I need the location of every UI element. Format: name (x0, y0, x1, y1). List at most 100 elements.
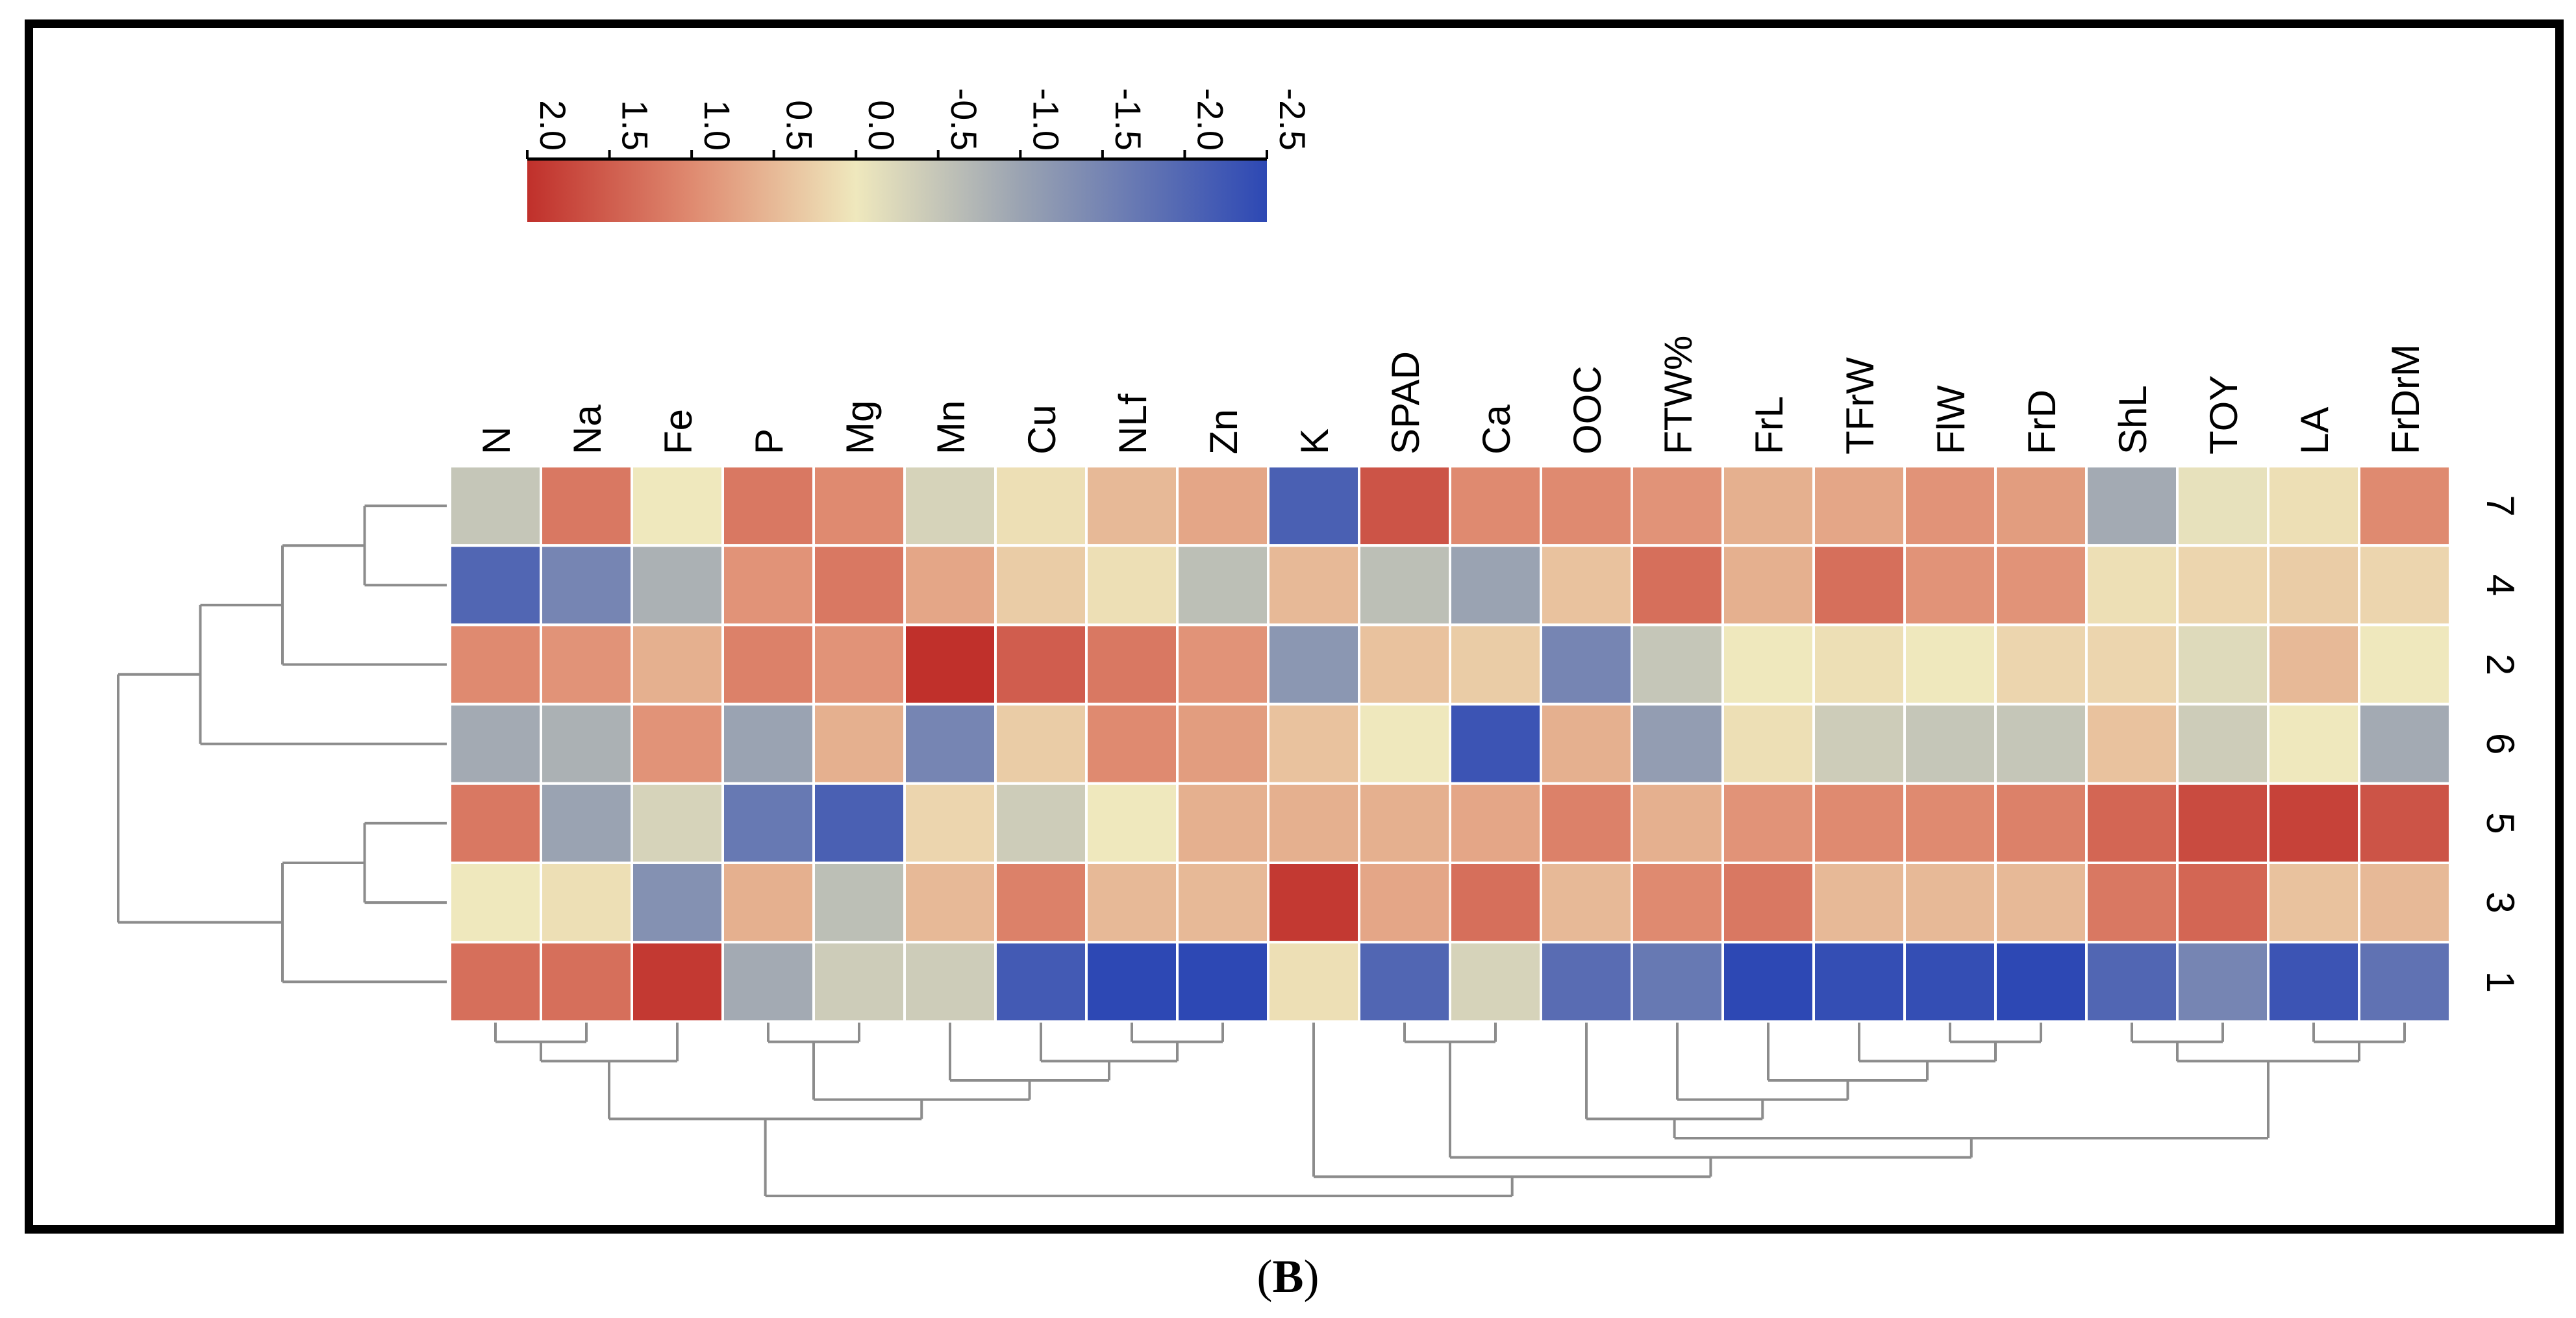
column-label: FrL (1747, 396, 1791, 454)
row-label: 2 (2479, 654, 2522, 675)
heatmap-cell-5-Mn (903, 782, 997, 865)
heatmap-cell-7-SPAD (1358, 465, 1451, 547)
column-label: Mn (929, 401, 973, 454)
heatmap-cell-2-Na (540, 623, 633, 706)
heatmap-cell-7-NLf (1085, 465, 1179, 547)
heatmap-cell-1-FlW (1903, 941, 1997, 1023)
heatmap-cell-5-Na (540, 782, 633, 865)
heatmap-cell-3-OOC (1540, 862, 1633, 944)
heatmap-cell-2-Mn (903, 623, 997, 706)
heatmap-cell-3-Zn (1176, 862, 1269, 944)
heatmap-cell-6-FlW (1903, 703, 1997, 785)
heatmap-cell-3-LA (2267, 862, 2360, 944)
heatmap-cell-5-TFrW (1812, 782, 1906, 865)
heatmap-cell-6-P (721, 703, 815, 785)
heatmap-cell-6-Fe (631, 703, 724, 785)
heatmap-cell-7-Mg (812, 465, 906, 547)
row-label: 6 (2479, 733, 2522, 754)
heatmap-cell-2-FlW (1903, 623, 1997, 706)
column-label: LA (2293, 407, 2336, 454)
column-label: K (1293, 429, 1336, 454)
heatmap-cell-3-Mg (812, 862, 906, 944)
column-label: NLf (1111, 393, 1155, 454)
heatmap-cell-3-TOY (2176, 862, 2270, 944)
heatmap-cell-4-TFrW (1812, 544, 1906, 627)
heatmap-cell-1-FrL (1721, 941, 1815, 1023)
heatmap-cell-2-FrD (1994, 623, 2088, 706)
heatmap-cell-7-Mn (903, 465, 997, 547)
heatmap-cell-4-Fe (631, 544, 724, 627)
color-scale-tick-label: -1.0 (1025, 88, 1066, 151)
heatmap-cell-3-FlW (1903, 862, 1997, 944)
color-scale-tick-label: -2.5 (1272, 88, 1313, 151)
heatmap-cell-7-FrL (1721, 465, 1815, 547)
heatmap-cell-1-NLf (1085, 941, 1179, 1023)
heatmap-cell-5-N (449, 782, 542, 865)
heatmap-cell-6-Zn (1176, 703, 1269, 785)
heatmap-cell-3-Ca (1449, 862, 1542, 944)
row-label: 1 (2479, 971, 2522, 993)
heatmap-cell-2-Fe (631, 623, 724, 706)
heatmap-cell-4-TOY (2176, 544, 2270, 627)
heatmap-cell-5-OOC (1540, 782, 1633, 865)
heatmap-cell-5-Cu (994, 782, 1088, 865)
heatmap-cell-3-Mn (903, 862, 997, 944)
heatmap-cell-1-TOY (2176, 941, 2270, 1023)
heatmap-cell-2-Zn (1176, 623, 1269, 706)
color-scale-bar (527, 159, 1267, 222)
heatmap-cell-4-Zn (1176, 544, 1269, 627)
heatmap-cell-2-FTW% (1631, 623, 1724, 706)
heatmap-cell-1-OOC (1540, 941, 1633, 1023)
heatmap-cell-1-Cu (994, 941, 1088, 1023)
heatmap-cell-2-Mg (812, 623, 906, 706)
heatmap-cell-2-SPAD (1358, 623, 1451, 706)
column-label: Fe (657, 409, 700, 454)
heatmap-cell-1-FTW% (1631, 941, 1724, 1023)
heatmap-cell-1-P (721, 941, 815, 1023)
heatmap-cell-4-NLf (1085, 544, 1179, 627)
heatmap-cell-4-OOC (1540, 544, 1633, 627)
panel-label-open: ( (1257, 1250, 1273, 1302)
panel-label-close: ) (1303, 1250, 1319, 1302)
heatmap-cell-2-Cu (994, 623, 1088, 706)
heatmap-cells (449, 465, 2451, 1023)
heatmap-cell-7-TFrW (1812, 465, 1906, 547)
heatmap-cell-5-ShL (2085, 782, 2179, 865)
heatmap-cell-3-FTW% (1631, 862, 1724, 944)
heatmap-cell-3-P (721, 862, 815, 944)
heatmap-cell-1-Ca (1449, 941, 1542, 1023)
heatmap-cell-3-FrDrM (2358, 862, 2451, 944)
heatmap-cell-6-Na (540, 703, 633, 785)
heatmap-cell-3-NLf (1085, 862, 1179, 944)
heatmap-cell-1-FrD (1994, 941, 2088, 1023)
heatmap-cell-2-N (449, 623, 542, 706)
heatmap-cell-3-K (1267, 862, 1360, 944)
heatmap-cell-6-FrL (1721, 703, 1815, 785)
heatmap-cell-7-Zn (1176, 465, 1269, 547)
heatmap-cell-1-ShL (2085, 941, 2179, 1023)
heatmap-cell-2-K (1267, 623, 1360, 706)
column-label: Zn (1202, 409, 1245, 454)
heatmap-cell-6-FTW% (1631, 703, 1724, 785)
heatmap-cell-4-Mg (812, 544, 906, 627)
column-label: ShL (2111, 385, 2155, 454)
column-label: N (475, 427, 518, 454)
row-label: 3 (2479, 891, 2522, 913)
heatmap-cell-4-N (449, 544, 542, 627)
color-scale-tick-label: 0.5 (779, 100, 820, 151)
heatmap-cell-7-FlW (1903, 465, 1997, 547)
heatmap-cell-6-SPAD (1358, 703, 1451, 785)
color-scale-legend: 2.0 1.5 1.0 0.5 0.0 -0.5 -1.0 -1.5 -2.0 -2.5 (526, 88, 1313, 222)
heatmap-cell-6-FrDrM (2358, 703, 2451, 785)
column-label: TFrW (1838, 357, 1882, 454)
heatmap-cell-1-K (1267, 941, 1360, 1023)
heatmap-cell-2-NLf (1085, 623, 1179, 706)
heatmap-cell-2-FrDrM (2358, 623, 2451, 706)
heatmap-cell-6-N (449, 703, 542, 785)
figure-frame (25, 19, 2564, 1234)
heatmap-cell-3-Cu (994, 862, 1088, 944)
column-label: FrDrM (2384, 344, 2427, 454)
column-labels: N Na Fe P Mg Mn Cu NLf Zn K SPAD Ca OOC FTW% FrL TFrW Fl… (475, 336, 2427, 454)
heatmap-cell-2-Ca (1449, 623, 1542, 706)
heatmap-cell-4-K (1267, 544, 1360, 627)
